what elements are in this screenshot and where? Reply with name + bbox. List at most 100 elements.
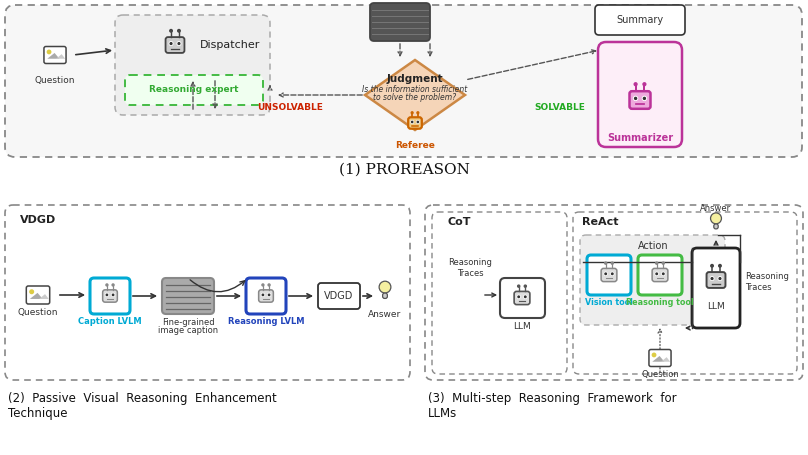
Text: LLM: LLM (707, 302, 725, 311)
Text: Question: Question (35, 76, 75, 85)
Circle shape (711, 278, 713, 279)
Circle shape (656, 273, 658, 274)
Circle shape (112, 294, 114, 296)
Circle shape (710, 277, 713, 280)
FancyBboxPatch shape (432, 212, 567, 374)
Circle shape (178, 30, 180, 32)
Text: Reasoning expert: Reasoning expert (149, 86, 238, 95)
Text: Fine-grained: Fine-grained (162, 318, 214, 327)
Text: CoT: CoT (448, 217, 472, 227)
Circle shape (663, 273, 664, 274)
Circle shape (417, 112, 419, 114)
Circle shape (524, 296, 526, 298)
Text: Summary: Summary (617, 15, 663, 25)
Circle shape (634, 83, 637, 86)
FancyBboxPatch shape (514, 291, 530, 304)
FancyBboxPatch shape (652, 268, 668, 282)
FancyBboxPatch shape (573, 212, 797, 374)
FancyBboxPatch shape (5, 5, 802, 157)
Circle shape (643, 97, 646, 99)
Text: Reasoning tool: Reasoning tool (626, 298, 694, 307)
Circle shape (262, 293, 264, 296)
FancyBboxPatch shape (246, 278, 286, 314)
Circle shape (410, 121, 414, 123)
Circle shape (718, 277, 722, 280)
Circle shape (267, 293, 271, 296)
FancyBboxPatch shape (27, 286, 50, 304)
Text: Is the information sufficient: Is the information sufficient (362, 85, 468, 93)
Text: Vision tool: Vision tool (585, 298, 633, 307)
FancyBboxPatch shape (370, 3, 430, 41)
Text: SOLVABLE: SOLVABLE (535, 102, 586, 111)
Circle shape (611, 272, 614, 275)
FancyBboxPatch shape (598, 42, 682, 147)
FancyBboxPatch shape (115, 15, 270, 115)
Circle shape (379, 281, 391, 293)
Circle shape (169, 42, 173, 46)
Circle shape (106, 294, 107, 296)
Polygon shape (30, 293, 43, 299)
FancyBboxPatch shape (713, 224, 718, 229)
Text: (1) P​RO​R​EASON: (1) P​RO​R​EASON (339, 163, 469, 177)
Circle shape (178, 43, 180, 45)
Circle shape (112, 293, 115, 296)
Polygon shape (652, 356, 664, 362)
Circle shape (642, 96, 646, 101)
FancyBboxPatch shape (580, 235, 725, 325)
FancyBboxPatch shape (601, 268, 617, 282)
Text: Referee: Referee (395, 141, 435, 150)
FancyBboxPatch shape (425, 205, 803, 380)
FancyBboxPatch shape (649, 349, 671, 366)
Text: Question: Question (641, 370, 679, 379)
Circle shape (30, 290, 33, 293)
Polygon shape (365, 60, 465, 130)
Polygon shape (47, 53, 60, 59)
Text: Action: Action (638, 241, 668, 251)
Text: Answer: Answer (368, 310, 402, 319)
Circle shape (662, 272, 665, 275)
FancyBboxPatch shape (692, 248, 740, 328)
Text: VDGD: VDGD (20, 215, 57, 225)
Circle shape (417, 121, 419, 122)
Circle shape (106, 284, 108, 286)
FancyBboxPatch shape (90, 278, 130, 314)
Circle shape (711, 264, 713, 267)
Circle shape (710, 213, 722, 224)
FancyBboxPatch shape (318, 283, 360, 309)
FancyBboxPatch shape (383, 293, 387, 298)
Text: Reasoning LVLM: Reasoning LVLM (228, 317, 305, 326)
Circle shape (48, 50, 51, 54)
FancyBboxPatch shape (629, 91, 650, 109)
Text: Technique: Technique (8, 407, 68, 420)
Circle shape (417, 121, 419, 123)
Text: (3)  Multi-step  Reasoning  Framework  for: (3) Multi-step Reasoning Framework for (428, 392, 676, 405)
Circle shape (262, 284, 264, 286)
Circle shape (652, 353, 656, 357)
Text: to solve the problem?: to solve the problem? (373, 92, 457, 101)
Circle shape (518, 285, 520, 287)
Circle shape (411, 121, 413, 122)
Circle shape (718, 264, 722, 267)
Text: LLMs: LLMs (428, 407, 457, 420)
Circle shape (268, 284, 270, 286)
Text: UNSOLVABLE: UNSOLVABLE (257, 102, 323, 111)
Text: VDGD: VDGD (324, 291, 354, 301)
FancyBboxPatch shape (44, 46, 66, 64)
Circle shape (518, 296, 520, 298)
Circle shape (411, 112, 413, 114)
FancyBboxPatch shape (587, 255, 631, 295)
Circle shape (663, 262, 664, 264)
Polygon shape (56, 54, 65, 59)
FancyBboxPatch shape (5, 205, 410, 380)
Circle shape (719, 278, 721, 279)
FancyBboxPatch shape (706, 272, 726, 288)
FancyBboxPatch shape (162, 278, 214, 314)
FancyBboxPatch shape (595, 5, 685, 35)
Circle shape (605, 273, 607, 274)
Text: Reasoning
Traces: Reasoning Traces (745, 272, 789, 292)
FancyBboxPatch shape (408, 117, 422, 129)
Text: Answer: Answer (701, 204, 731, 213)
Text: Caption LVLM: Caption LVLM (78, 317, 142, 326)
Text: (2)  Passive  Visual  Reasoning  Enhancement: (2) Passive Visual Reasoning Enhancement (8, 392, 277, 405)
FancyBboxPatch shape (500, 278, 545, 318)
